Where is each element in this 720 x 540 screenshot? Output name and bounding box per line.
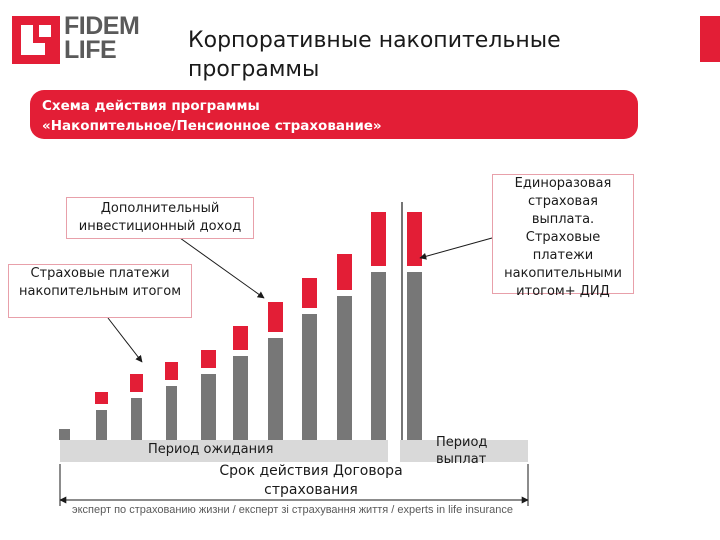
bar-payments-2 <box>96 410 107 440</box>
bar-payments-8 <box>302 314 317 440</box>
bar-investment-9 <box>337 254 352 290</box>
section-banner: Схема действия программы «Накопительное/… <box>30 90 638 139</box>
bar-investment-3 <box>130 374 143 392</box>
arrow-lump-sum <box>419 237 493 260</box>
payout-period-band <box>400 440 528 462</box>
bar-payments-5 <box>201 374 216 440</box>
bar-investment-2 <box>95 392 108 404</box>
banner-line2: «Накопительное/Пенсионное страхование» <box>42 118 382 134</box>
callout-lump-line6: накопительными <box>504 266 622 281</box>
waiting-period-label: Период ожидания <box>148 442 274 457</box>
bar-investment-5 <box>201 350 216 368</box>
footer-tagline: эксперт по страхованию жизни / експерт з… <box>72 504 513 516</box>
callout-lump-line5: платежи <box>532 248 594 263</box>
callout-lump-line7: итогом+ ДИД <box>516 284 610 299</box>
page-title: Корпоративные накопительные программы <box>188 28 561 82</box>
callout-cumulative-payments: Страховые платежи накопительным итогом <box>8 264 192 318</box>
payout-label-line2: выплат <box>436 452 487 467</box>
callout-lump-line2: страховая <box>527 194 599 209</box>
callout-lump-sum-payout: Единоразовая страховая выплата. Страховы… <box>492 174 634 299</box>
bar-payments-4 <box>166 386 177 440</box>
callout-investment-income: Дополнительный инвестиционный доход <box>66 197 254 239</box>
payout-period-label: Период выплат <box>436 434 487 468</box>
callout-payments-line2: накопительным итогом <box>18 284 182 299</box>
banner-line1: Схема действия программы <box>42 98 260 114</box>
bar-payments-7 <box>268 338 283 440</box>
corner-accent-bar <box>700 16 720 62</box>
bar-payments-9 <box>337 296 352 440</box>
waiting-period-band <box>60 440 388 462</box>
callout-payments-line1: Страховые платежи <box>30 266 170 281</box>
callout-investment-line2: инвестиционный доход <box>78 219 242 234</box>
logo-icon <box>12 16 60 64</box>
callout-lump-line1: Единоразовая <box>514 176 612 191</box>
bar-payments-3 <box>131 398 142 440</box>
callout-lump-line3: выплата. <box>531 212 595 227</box>
bar-payments-10 <box>371 272 386 440</box>
bar-investment-4 <box>165 362 178 380</box>
bar-payments-11 <box>407 272 422 440</box>
logo-line2: LIFE <box>64 36 117 64</box>
bar-investment-7 <box>268 302 283 332</box>
bar-payments-1 <box>59 429 70 440</box>
bar-investment-10 <box>371 212 386 266</box>
term-label-line1: Срок действия Договора <box>219 463 403 479</box>
logo-text: FIDEM LIFE <box>64 12 140 64</box>
arrow-investment <box>179 237 265 299</box>
term-label-line2: страхования <box>264 482 358 498</box>
callout-lump-line4: Страховые <box>525 230 601 245</box>
payout-label-line1: Период <box>436 435 488 450</box>
callout-investment-line1: Дополнительный <box>100 201 220 216</box>
bar-payments-6 <box>233 356 248 440</box>
logo-line1: FIDEM <box>64 12 140 40</box>
bar-investment-11 <box>407 212 422 266</box>
bar-investment-8 <box>302 278 317 308</box>
bar-investment-6 <box>233 326 248 350</box>
contract-term-label: Срок действия Договора страхования <box>196 462 426 500</box>
arrow-payments <box>107 317 143 363</box>
